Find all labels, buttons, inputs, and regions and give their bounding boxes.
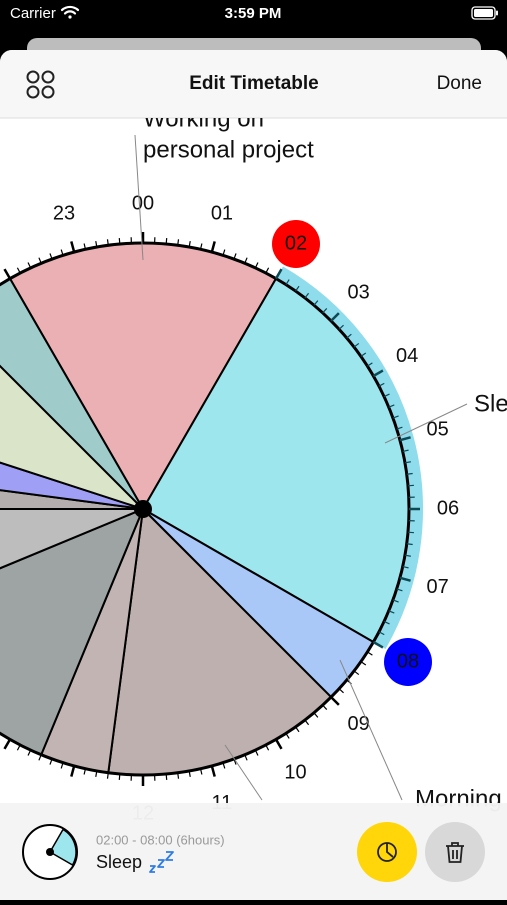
clock-center — [134, 500, 152, 518]
clock-tick — [178, 773, 179, 779]
nav-title: Edit Timetable — [189, 73, 319, 94]
hour-label: 04 — [396, 345, 418, 367]
clock-tick — [119, 238, 120, 244]
chart-button[interactable] — [357, 822, 417, 882]
end-handle[interactable]: 08 — [384, 638, 432, 686]
hour-label: 03 — [348, 282, 370, 304]
hour-label: 06 — [437, 497, 459, 519]
clock-tick — [107, 773, 108, 779]
selected-time-range: 02:00 - 08:00 (6hours) — [96, 832, 225, 847]
selected-name: Sleep — [96, 852, 142, 872]
done-button[interactable]: Done — [437, 73, 482, 94]
hour-label: 01 — [211, 203, 233, 225]
delete-button[interactable] — [425, 822, 485, 882]
hour-label: 00 — [132, 192, 154, 214]
selected-icon — [23, 825, 77, 879]
activity-label: personal project — [143, 136, 314, 163]
mini-center — [46, 848, 54, 856]
start-handle[interactable]: 02 — [272, 220, 320, 268]
carrier: Carrier — [10, 5, 56, 22]
clock-tick — [407, 544, 413, 545]
activity-label: Sleep — [474, 390, 507, 417]
hour-label: 23 — [53, 203, 75, 225]
battery-icon — [472, 7, 498, 19]
clock-tick — [119, 774, 120, 780]
wifi-icon — [62, 7, 78, 19]
hour-label: 07 — [426, 576, 448, 598]
hour-label: 10 — [284, 761, 306, 783]
clock-tick — [408, 532, 414, 533]
clock-tick — [166, 774, 167, 780]
clock-tick — [408, 485, 414, 486]
clock-tick — [107, 239, 108, 245]
handle-label: 08 — [397, 650, 419, 672]
handle-label: 02 — [285, 232, 307, 254]
clock-tick — [166, 238, 167, 244]
clock-tick — [178, 239, 179, 245]
hour-label: 09 — [348, 713, 370, 735]
clock-tick — [407, 473, 413, 474]
clock-time: 3:59 PM — [225, 5, 282, 22]
